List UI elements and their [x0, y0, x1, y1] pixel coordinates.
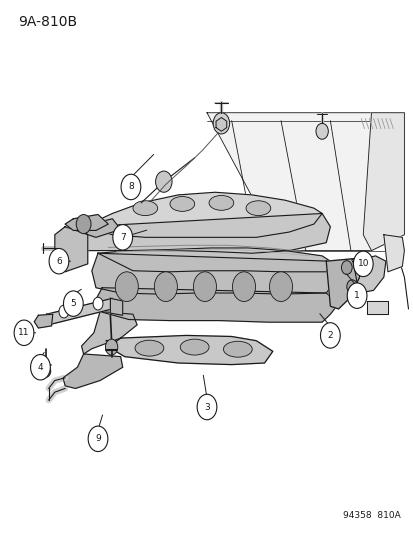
Text: 2: 2 — [327, 331, 332, 340]
Circle shape — [320, 322, 339, 348]
Circle shape — [197, 394, 216, 419]
Polygon shape — [216, 117, 226, 131]
Circle shape — [154, 272, 177, 302]
Circle shape — [213, 113, 229, 134]
Polygon shape — [63, 354, 122, 389]
Text: 5: 5 — [70, 299, 76, 308]
Circle shape — [93, 297, 103, 310]
Circle shape — [155, 171, 172, 192]
Circle shape — [115, 272, 138, 302]
Text: 11: 11 — [18, 328, 30, 337]
Circle shape — [113, 224, 132, 250]
Circle shape — [232, 272, 255, 302]
Circle shape — [41, 365, 51, 377]
Text: 4: 4 — [38, 363, 43, 372]
Circle shape — [341, 261, 351, 274]
Circle shape — [63, 291, 83, 317]
Text: 1: 1 — [354, 291, 359, 300]
Ellipse shape — [180, 339, 209, 355]
Polygon shape — [34, 314, 53, 328]
Circle shape — [347, 283, 366, 309]
Text: 8: 8 — [128, 182, 133, 191]
Circle shape — [31, 354, 50, 380]
Ellipse shape — [223, 341, 252, 357]
Circle shape — [346, 280, 357, 294]
Polygon shape — [362, 113, 404, 251]
Polygon shape — [206, 113, 404, 251]
Circle shape — [315, 123, 328, 139]
Polygon shape — [55, 227, 88, 272]
Circle shape — [49, 248, 69, 274]
Circle shape — [121, 174, 140, 200]
Polygon shape — [366, 301, 387, 314]
Polygon shape — [79, 214, 330, 253]
Ellipse shape — [209, 196, 233, 211]
Polygon shape — [108, 335, 272, 365]
Circle shape — [88, 426, 108, 451]
Polygon shape — [81, 312, 137, 354]
Polygon shape — [383, 235, 404, 272]
Polygon shape — [352, 256, 385, 293]
Circle shape — [269, 272, 292, 302]
Polygon shape — [43, 298, 116, 325]
Text: 10: 10 — [357, 260, 368, 268]
Polygon shape — [92, 253, 338, 294]
Polygon shape — [96, 288, 338, 322]
Polygon shape — [325, 259, 362, 309]
Text: 94358  810A: 94358 810A — [342, 511, 399, 520]
Circle shape — [105, 339, 117, 355]
Polygon shape — [79, 219, 120, 237]
Polygon shape — [65, 215, 108, 230]
Ellipse shape — [170, 197, 194, 212]
Circle shape — [193, 272, 216, 302]
Text: 7: 7 — [119, 233, 125, 242]
Circle shape — [59, 305, 69, 318]
Polygon shape — [83, 192, 321, 237]
Ellipse shape — [133, 201, 157, 216]
Circle shape — [353, 251, 372, 277]
Ellipse shape — [245, 201, 270, 216]
Ellipse shape — [135, 340, 164, 356]
Circle shape — [14, 320, 34, 345]
Text: 9: 9 — [95, 434, 101, 443]
Text: 6: 6 — [56, 257, 62, 265]
Text: 9A-810B: 9A-810B — [18, 14, 77, 29]
Text: 3: 3 — [204, 402, 209, 411]
Circle shape — [76, 215, 91, 233]
Polygon shape — [110, 298, 122, 316]
Polygon shape — [98, 248, 330, 272]
